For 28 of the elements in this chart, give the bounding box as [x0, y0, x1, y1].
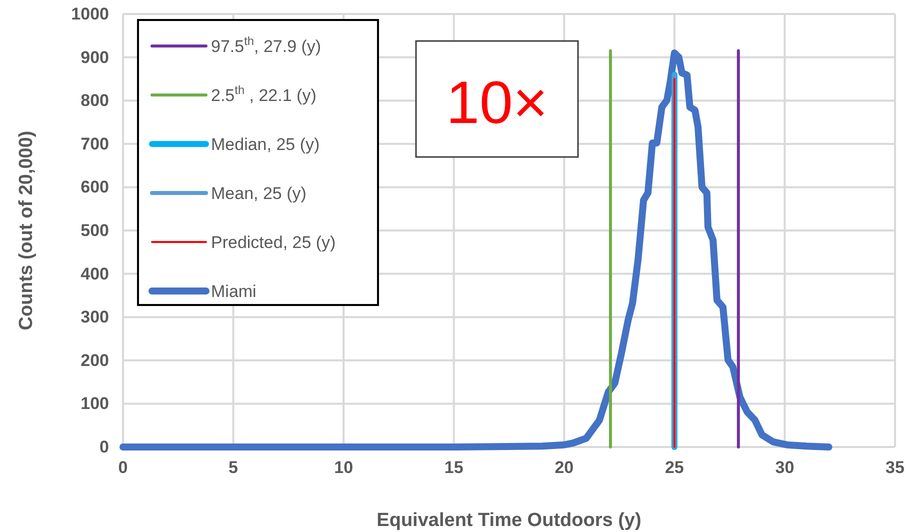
y-tick-label: 200 [80, 350, 109, 370]
legend-label: Miami [211, 282, 256, 301]
y-tick-label: 1000 [71, 4, 109, 24]
legend-label: Predicted, 25 (y) [211, 233, 336, 252]
y-tick-label: 600 [80, 178, 109, 197]
x-axis-title: Equivalent Time Outdoors (y) [376, 510, 642, 531]
y-tick-label: 800 [80, 91, 109, 110]
annotation: 10× [446, 69, 548, 136]
x-tick-label: 15 [444, 458, 464, 478]
x-tick-label: 5 [228, 458, 238, 478]
y-tick-label: 900 [80, 48, 109, 67]
x-tick-label: 0 [118, 458, 128, 478]
x-tick-label: 30 [775, 458, 794, 478]
legend-label: Mean, 25 (y) [211, 184, 306, 203]
y-tick-label: 400 [80, 264, 109, 284]
y-tick-label: 0 [100, 437, 109, 456]
x-tick-label: 10 [334, 458, 354, 478]
legend-label: 97.5$^{th}$, 27.9 (y) [211, 34, 322, 56]
legend-label: 2.5$^{th}$ , 22.1 (y) [211, 83, 316, 105]
y-tick-label: 700 [80, 134, 109, 154]
y-axis-title: Counts (out of 20,000) [16, 130, 37, 330]
legend-label: Median, 25 (y) [211, 135, 320, 154]
x-tick-label: 25 [664, 458, 684, 478]
y-tick-label: 500 [80, 220, 109, 240]
x-tick-label: 35 [886, 458, 904, 478]
y-tick-label: 100 [80, 394, 109, 414]
y-tick-label: 300 [80, 308, 109, 327]
x-tick-label: 20 [554, 458, 574, 478]
